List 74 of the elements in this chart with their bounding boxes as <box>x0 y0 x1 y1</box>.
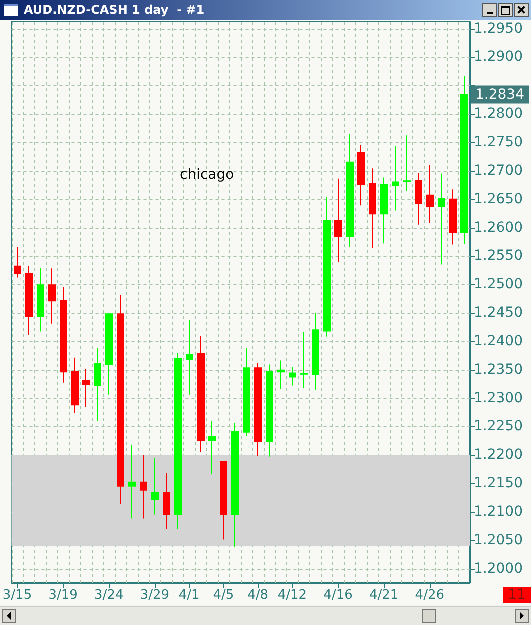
y-tick-label: 1.2250 <box>474 418 523 435</box>
y-tick-label: 1.2500 <box>474 276 523 293</box>
y-tick-label: 1.2150 <box>474 476 523 492</box>
x-tick-label: 3/24 <box>94 588 124 603</box>
y-tick-label: 1.2600 <box>474 220 523 236</box>
candlestick <box>14 246 21 278</box>
x-tick-label: 3/15 <box>2 588 32 603</box>
candlestick <box>220 461 227 540</box>
candlestick <box>243 348 250 437</box>
y-tick-label: 1.2950 <box>474 20 523 37</box>
x-tick-label: 4/21 <box>369 588 399 603</box>
candlestick <box>277 360 285 390</box>
x-tick-label: 3/29 <box>140 588 170 603</box>
candlestick <box>231 422 239 548</box>
candlestick <box>37 268 44 332</box>
candlestick <box>266 364 273 458</box>
candlestick <box>71 357 79 414</box>
y-tick-label: 1.2200 <box>474 447 523 464</box>
annotation: chicago <box>180 167 234 183</box>
y-tick-label: 1.2300 <box>474 390 523 406</box>
y-tick-label: 1.2100 <box>474 504 523 520</box>
candlestick <box>163 472 170 530</box>
candlestick <box>357 144 365 206</box>
text: 1.2834 <box>476 86 525 103</box>
candlestick <box>60 286 67 384</box>
candlestick <box>415 172 422 226</box>
y-tick-label: 1.2900 <box>474 49 523 66</box>
candlestick <box>392 146 399 212</box>
y-tick-label: 1.2550 <box>474 248 523 264</box>
candlestick <box>25 266 33 336</box>
y-tick-label: 1.2750 <box>474 134 523 150</box>
candlestick <box>403 135 411 192</box>
x-tick-label: 4/16 <box>324 588 353 603</box>
candlestick <box>94 348 101 422</box>
candlestick <box>323 196 331 338</box>
candlestick <box>208 420 216 475</box>
candlestick <box>105 312 113 396</box>
y-tick-label: 1.2400 <box>474 333 523 350</box>
y-tick-label: 1.2350 <box>474 362 523 378</box>
candlestick <box>174 352 182 530</box>
candlestick <box>117 294 124 506</box>
candlestick <box>369 168 376 249</box>
candlestick <box>346 134 354 248</box>
candlestick <box>82 368 90 408</box>
candlestick <box>449 189 457 246</box>
candlestick <box>438 173 445 266</box>
y-tick-label: 1.2450 <box>474 305 523 322</box>
candlestick <box>426 164 434 224</box>
candlestick <box>128 444 136 520</box>
y-tick-label: 1.2000 <box>474 560 523 577</box>
candlestick <box>460 75 468 245</box>
candlestick <box>289 366 296 386</box>
candlestick <box>48 268 56 324</box>
candlestick <box>186 320 193 396</box>
candlestick <box>140 454 147 520</box>
x-tick-label: 3/19 <box>48 588 78 603</box>
y-tick-label: 1.2700 <box>474 162 523 179</box>
candlestick <box>380 177 388 244</box>
chart-title: AUD.NZD-CASH 1 day - #1 <box>24 3 205 17</box>
y-tick-label: 1.2800 <box>474 106 523 122</box>
candlestick <box>334 178 342 263</box>
candlestick <box>312 312 319 391</box>
candlestick <box>197 336 205 453</box>
y-tick-label: 1.2050 <box>474 532 523 548</box>
y-tick-label: 1.2650 <box>474 191 523 208</box>
x-tick-label: 4/1 <box>178 588 200 603</box>
x-tick-label: 4/12 <box>278 588 308 603</box>
x-tick-label: 4/5 <box>213 588 234 603</box>
x-tick-label: 4/26 <box>415 588 445 603</box>
text: 11 <box>508 587 526 603</box>
candlestick <box>254 362 262 457</box>
x-tick-label: 4/8 <box>248 588 269 603</box>
candlestick <box>300 332 308 389</box>
candlestick <box>151 457 159 516</box>
